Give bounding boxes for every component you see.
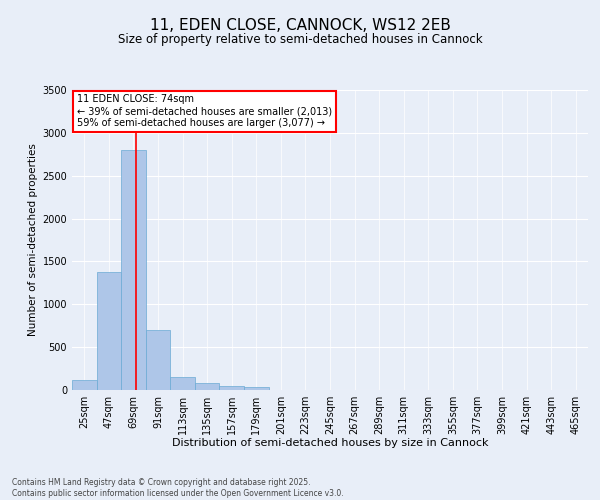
Bar: [195, 383, 220, 390]
Bar: [220, 386, 244, 390]
Bar: [244, 387, 269, 390]
Text: 11 EDEN CLOSE: 74sqm
← 39% of semi-detached houses are smaller (2,013)
59% of se: 11 EDEN CLOSE: 74sqm ← 39% of semi-detac…: [77, 94, 332, 128]
Bar: [121, 150, 146, 390]
Text: Contains HM Land Registry data © Crown copyright and database right 2025.
Contai: Contains HM Land Registry data © Crown c…: [12, 478, 344, 498]
Bar: [146, 330, 170, 390]
Bar: [170, 377, 195, 390]
Bar: [97, 272, 121, 390]
Y-axis label: Number of semi-detached properties: Number of semi-detached properties: [28, 144, 38, 336]
Bar: [72, 380, 97, 390]
X-axis label: Distribution of semi-detached houses by size in Cannock: Distribution of semi-detached houses by …: [172, 438, 488, 448]
Text: Size of property relative to semi-detached houses in Cannock: Size of property relative to semi-detach…: [118, 32, 482, 46]
Text: 11, EDEN CLOSE, CANNOCK, WS12 2EB: 11, EDEN CLOSE, CANNOCK, WS12 2EB: [149, 18, 451, 32]
